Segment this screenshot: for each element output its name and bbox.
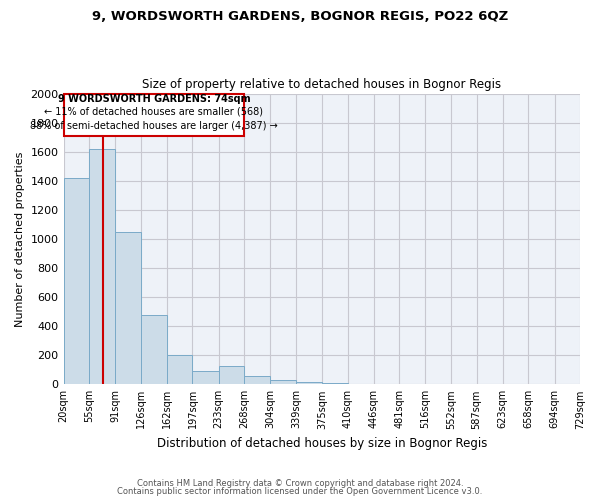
Y-axis label: Number of detached properties: Number of detached properties: [15, 151, 25, 326]
Bar: [64, 178, 89, 384]
Bar: [244, 376, 271, 384]
X-axis label: Distribution of detached houses by size in Bognor Regis: Distribution of detached houses by size …: [157, 437, 487, 450]
Bar: [271, 380, 296, 384]
Bar: [167, 355, 193, 384]
Bar: [193, 371, 218, 384]
Bar: [322, 383, 347, 384]
Bar: [296, 382, 322, 384]
Text: 88% of semi-detached houses are larger (4,387) →: 88% of semi-detached houses are larger (…: [30, 121, 278, 131]
Bar: [141, 314, 167, 384]
Title: Size of property relative to detached houses in Bognor Regis: Size of property relative to detached ho…: [142, 78, 502, 91]
Text: ← 11% of detached houses are smaller (568): ← 11% of detached houses are smaller (56…: [44, 107, 263, 117]
Bar: [115, 232, 141, 384]
Bar: [218, 366, 244, 384]
Bar: [89, 149, 115, 384]
Text: 9 WORDSWORTH GARDENS: 74sqm: 9 WORDSWORTH GARDENS: 74sqm: [58, 94, 250, 104]
Bar: [64, 94, 244, 136]
Text: Contains HM Land Registry data © Crown copyright and database right 2024.: Contains HM Land Registry data © Crown c…: [137, 478, 463, 488]
Text: 9, WORDSWORTH GARDENS, BOGNOR REGIS, PO22 6QZ: 9, WORDSWORTH GARDENS, BOGNOR REGIS, PO2…: [92, 10, 508, 23]
Text: Contains public sector information licensed under the Open Government Licence v3: Contains public sector information licen…: [118, 487, 482, 496]
